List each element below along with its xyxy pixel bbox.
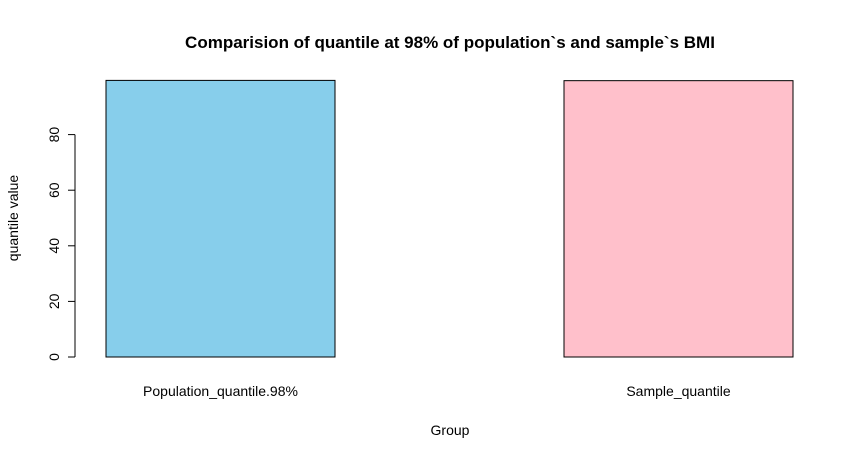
x-axis-label: Group <box>431 422 470 438</box>
x-tick-label: Population_quantile.98% <box>143 383 298 399</box>
y-tick-label: 0 <box>46 353 62 361</box>
bar <box>105 79 336 358</box>
y-tick-label: 20 <box>46 293 62 309</box>
bar <box>563 80 794 358</box>
x-tick-label: Sample_quantile <box>626 383 731 399</box>
y-axis: 0 20 40 60 80 <box>46 127 76 361</box>
y-tick-label: 80 <box>46 127 62 143</box>
bars <box>105 79 794 358</box>
chart-title: Comparision of quantile at 98% of popula… <box>185 33 715 52</box>
y-tick-label: 40 <box>46 238 62 254</box>
y-tick-label: 60 <box>46 182 62 198</box>
x-tick-labels: Population_quantile.98% Sample_quantile <box>143 383 731 399</box>
y-axis-label: quantile value <box>5 175 21 262</box>
